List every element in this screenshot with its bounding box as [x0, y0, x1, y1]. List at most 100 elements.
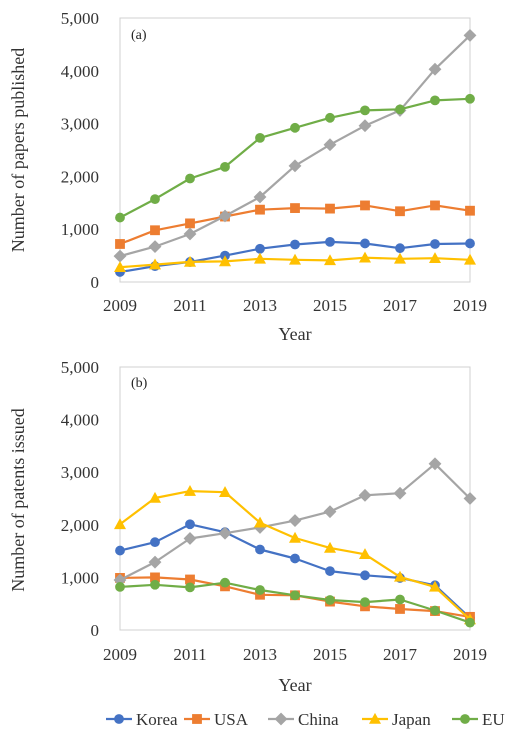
data-point-korea — [325, 236, 335, 247]
data-point-eu — [185, 173, 195, 184]
data-point-japan — [218, 255, 232, 267]
data-point-eu — [290, 590, 300, 601]
x-tick-label: 2015 — [313, 296, 347, 315]
data-point-japan — [218, 486, 232, 497]
y-axis-title: Number of papers published — [8, 48, 28, 252]
data-point-usa — [360, 200, 370, 211]
x-tick-label: 2013 — [243, 645, 277, 664]
chart-panel-b: (b) Number of patents issued Year 0 1,000… — [8, 358, 487, 695]
data-point-china — [253, 190, 267, 204]
legend: Korea USA China Japan EU — [106, 710, 505, 729]
x-tick-label: 2017 — [383, 296, 418, 315]
data-point-eu — [430, 95, 440, 106]
x-axis-title: Year — [278, 324, 311, 344]
data-point-korea — [290, 553, 300, 564]
y-axis-title: Number of patents issued — [8, 408, 28, 591]
data-point-china — [463, 28, 477, 42]
y-tick-labels: 0 1,000 2,000 3,000 4,000 5,000 — [61, 358, 99, 640]
legend-marker-usa — [192, 714, 202, 724]
data-point-china — [218, 526, 232, 540]
y-tick-label: 4,000 — [61, 411, 99, 430]
data-point-japan — [323, 254, 337, 266]
data-point-usa — [150, 225, 160, 236]
legend-item-japan: Japan — [362, 710, 431, 729]
y-tick-label: 2,000 — [61, 167, 99, 186]
legend-label-korea: Korea — [136, 710, 178, 729]
data-point-china — [288, 159, 302, 173]
data-point-china — [463, 492, 477, 505]
data-point-china — [358, 488, 372, 502]
series-line-eu — [119, 581, 471, 624]
data-point-korea — [115, 545, 125, 556]
series-usa — [115, 200, 475, 249]
data-point-japan — [253, 516, 267, 528]
series-japan — [113, 485, 477, 625]
data-point-korea — [360, 238, 370, 249]
data-point-korea — [360, 570, 370, 581]
data-point-usa — [255, 204, 265, 215]
data-point-eu — [290, 122, 300, 133]
y-tick-label: 2,000 — [61, 516, 99, 535]
legend-label-japan: Japan — [392, 710, 431, 729]
data-point-usa — [395, 206, 405, 217]
data-point-korea — [255, 243, 265, 254]
legend-marker-japan — [368, 712, 382, 724]
x-tick-labels: 2009 2011 2013 2015 2017 2019 — [103, 296, 487, 315]
series-line-eu — [119, 97, 471, 219]
data-point-china — [358, 119, 372, 133]
legend-marker-china — [274, 712, 288, 726]
data-point-japan — [113, 261, 127, 273]
data-point-japan — [358, 548, 372, 560]
y-tick-label: 5,000 — [61, 9, 99, 28]
data-point-japan — [183, 485, 197, 496]
legend-marker-eu — [460, 714, 470, 724]
data-point-usa — [430, 200, 440, 211]
data-point-japan — [393, 570, 407, 582]
legend-label-usa: USA — [214, 710, 249, 729]
data-point-eu — [115, 581, 125, 592]
data-point-eu — [185, 582, 195, 593]
data-point-japan — [428, 580, 442, 592]
data-point-china — [393, 486, 407, 500]
data-point-china — [428, 457, 442, 471]
data-point-japan — [393, 252, 407, 264]
data-point-china — [183, 227, 197, 241]
data-point-korea — [465, 238, 475, 249]
data-point-japan — [463, 253, 477, 265]
data-point-china — [428, 62, 442, 76]
x-tick-label: 2019 — [453, 645, 487, 664]
x-axis-title: Year — [278, 675, 311, 695]
x-tick-label: 2011 — [173, 645, 206, 664]
y-tick-label: 5,000 — [61, 358, 99, 377]
legend-item-korea: Korea — [106, 710, 178, 729]
data-point-korea — [325, 566, 335, 576]
data-point-usa — [395, 604, 405, 614]
data-point-japan — [288, 531, 302, 543]
data-point-japan — [358, 251, 372, 263]
series-layer — [113, 457, 477, 628]
series-japan — [113, 251, 477, 273]
data-point-japan — [113, 518, 127, 530]
x-tick-label: 2017 — [383, 645, 418, 664]
data-point-china — [288, 514, 302, 528]
x-tick-label: 2015 — [313, 645, 347, 664]
data-point-korea — [290, 239, 300, 250]
y-tick-label: 0 — [91, 273, 100, 292]
legend-item-usa: USA — [184, 710, 249, 729]
data-point-usa — [465, 205, 475, 216]
data-point-eu — [465, 617, 475, 628]
data-point-eu — [255, 585, 265, 595]
data-point-japan — [323, 541, 337, 553]
series-eu — [115, 577, 475, 628]
data-point-japan — [148, 491, 162, 503]
data-point-usa — [325, 203, 335, 214]
chart-panel-a: (a) Number of papers published Year 0 1,0… — [8, 9, 487, 344]
data-point-korea — [395, 243, 405, 254]
y-tick-label: 4,000 — [61, 62, 99, 81]
data-point-china — [323, 138, 337, 152]
data-point-china — [148, 555, 162, 569]
data-point-korea — [430, 239, 440, 249]
data-point-korea — [255, 544, 265, 555]
data-point-china — [218, 209, 232, 223]
